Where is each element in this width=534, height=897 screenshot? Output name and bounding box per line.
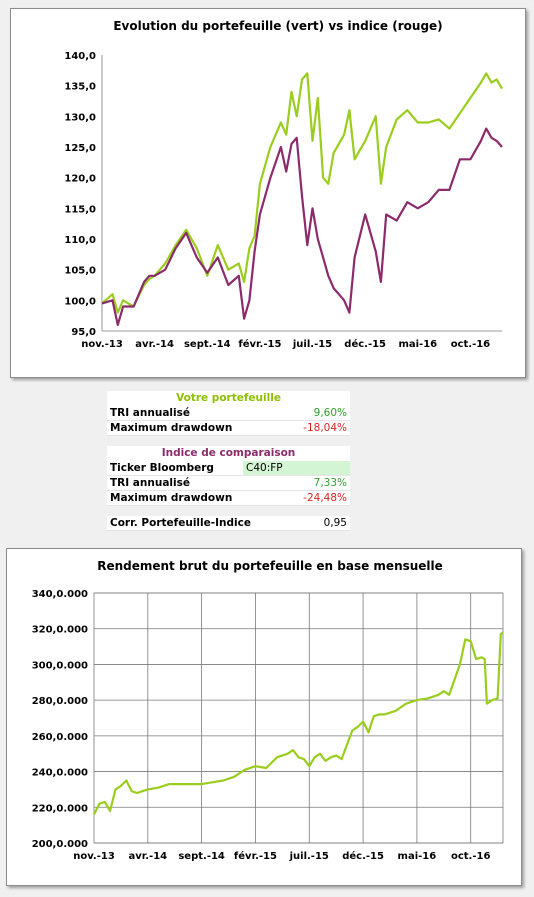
x-tick-label: juil.-15 — [289, 851, 329, 862]
y-tick-label: 125,0 — [64, 143, 96, 154]
y-tick-label: 100,0 — [64, 296, 96, 307]
series-line-1 — [101, 127, 503, 326]
x-tick-label: déc.-15 — [344, 338, 386, 350]
index-ticker-row: Ticker Bloomberg C40:FP — [107, 461, 350, 476]
y-tick-label: 105,0 — [64, 266, 96, 277]
index-tri-value: 7,33% — [313, 477, 347, 489]
index-drawdown-row: Maximum drawdown -24,48% — [107, 491, 350, 506]
index-tri-label: TRI annualisé — [110, 477, 190, 489]
x-tick-label: févr.-15 — [234, 850, 277, 862]
portfolio-tri-row: TRI annualisé 9,60% — [107, 406, 350, 421]
y-tick-label: 340,0.000 — [32, 589, 88, 600]
y-tick-label: 320,0.000 — [32, 625, 88, 636]
y-tick-label: 200,0.000 — [32, 839, 88, 850]
x-tick-label: sept.-14 — [178, 851, 225, 862]
y-tick-label: 240,0.000 — [32, 768, 88, 779]
x-tick-label: avr.-14 — [135, 339, 174, 350]
portfolio-drawdown-label: Maximum drawdown — [110, 422, 233, 434]
x-tick-label: mai-16 — [398, 851, 437, 862]
x-tick-label: oct.-16 — [451, 851, 490, 862]
y-tick-label: 110,0 — [64, 235, 96, 246]
y-tick-label: 220,0.000 — [32, 803, 88, 814]
y-tick-label: 140,0 — [64, 51, 96, 62]
index-ticker-label: Ticker Bloomberg — [110, 462, 214, 474]
y-tick-label: 95,0 — [71, 327, 96, 338]
correlation-table: Corr. Portefeuille-Indice 0,95 — [107, 516, 350, 531]
portfolio-tri-value: 9,60% — [313, 407, 347, 419]
x-tick-label: nov.-13 — [81, 339, 123, 350]
x-tick-label: nov.-13 — [73, 851, 115, 862]
index-ticker-input[interactable]: C40:FP — [243, 461, 350, 475]
series-line-0 — [93, 631, 504, 815]
y-tick-label: 115,0 — [64, 204, 96, 215]
portfolio-stats-table: Votre portefeuille TRI annualisé 9,60% M… — [107, 391, 350, 436]
correlation-row: Corr. Portefeuille-Indice 0,95 — [107, 516, 350, 531]
y-tick-label: 300,0.000 — [32, 660, 88, 671]
index-stats-table: Indice de comparaison Ticker Bloomberg C… — [107, 446, 350, 506]
portfolio-table-title: Votre portefeuille — [107, 391, 350, 406]
x-tick-label: oct.-16 — [451, 339, 490, 350]
chart-portfolio-vs-index: Evolution du portefeuille (vert) vs indi… — [64, 19, 503, 350]
y-tick-label: 260,0.000 — [32, 732, 88, 743]
portfolio-drawdown-row: Maximum drawdown -18,04% — [107, 421, 350, 436]
correlation-label: Corr. Portefeuille-Indice — [110, 517, 251, 529]
x-tick-label: juil.-15 — [292, 339, 332, 350]
y-tick-label: 130,0 — [64, 112, 96, 123]
x-tick-label: sept.-14 — [184, 339, 231, 350]
x-tick-label: avr.-14 — [128, 851, 167, 862]
chart-title: Rendement brut du portefeuille en base m… — [97, 559, 443, 573]
y-tick-label: 120,0 — [64, 174, 96, 185]
chart-title: Evolution du portefeuille (vert) vs indi… — [113, 19, 442, 33]
chart-panel-monthly-return: Rendement brut du portefeuille en base m… — [6, 548, 522, 886]
chart-monthly-return: Rendement brut du portefeuille en base m… — [32, 559, 504, 862]
portfolio-tri-label: TRI annualisé — [110, 407, 190, 419]
index-tri-row: TRI annualisé 7,33% — [107, 476, 350, 491]
series-line-0 — [101, 72, 503, 314]
x-tick-label: févr.-15 — [238, 338, 281, 350]
x-tick-label: déc.-15 — [342, 850, 384, 862]
index-drawdown-value: -24,48% — [303, 492, 347, 504]
correlation-value: 0,95 — [323, 517, 347, 529]
portfolio-drawdown-value: -18,04% — [303, 422, 347, 434]
y-tick-label: 135,0 — [64, 82, 96, 93]
chart-panel-portfolio-vs-index: Evolution du portefeuille (vert) vs indi… — [10, 8, 526, 378]
x-tick-label: mai-16 — [398, 339, 437, 350]
index-table-title: Indice de comparaison — [107, 446, 350, 461]
y-tick-label: 280,0.000 — [32, 696, 88, 707]
plot-frame — [93, 592, 504, 844]
index-drawdown-label: Maximum drawdown — [110, 492, 233, 504]
